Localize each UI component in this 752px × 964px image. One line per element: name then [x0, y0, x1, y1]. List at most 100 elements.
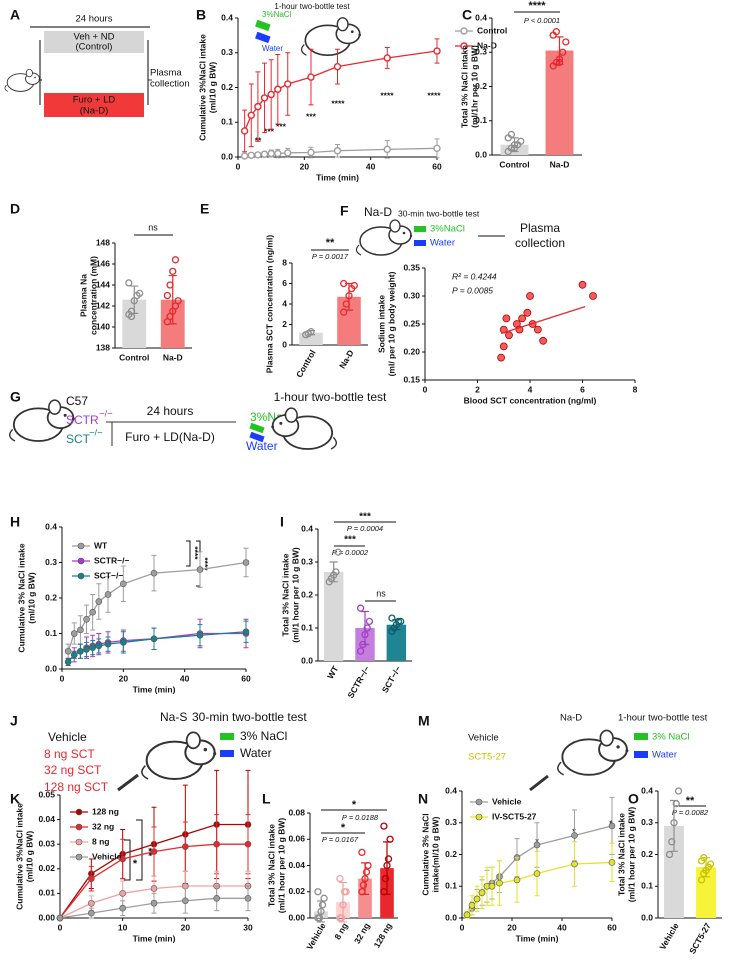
significance: **** [528, 0, 546, 12]
condition: Na-D [364, 205, 392, 219]
data-point [267, 90, 275, 99]
data-point [339, 901, 347, 909]
y-tick-label: 0.2 [301, 589, 313, 599]
x-tick-label: 40 [366, 161, 376, 171]
x-tick-label: Vehicle [657, 921, 680, 952]
x-axis-label: Time (min) [316, 172, 359, 182]
data-point [242, 559, 250, 566]
data-point [672, 800, 680, 808]
data-point [119, 904, 126, 912]
collection-text: Plasma [520, 221, 560, 235]
y-tick-label: 0.15 [403, 374, 420, 384]
bottle [414, 240, 426, 246]
collection-text: collection [515, 236, 565, 250]
y-axis-label: Plasma Na [78, 274, 88, 317]
y-tick-label: 0.2 [221, 82, 233, 92]
data-point [559, 48, 567, 56]
data-point [533, 325, 542, 334]
data-point [608, 859, 616, 866]
data-point [240, 152, 249, 160]
data-point [95, 598, 103, 605]
data-point [350, 281, 358, 290]
y-axis-label: Plasma SCT concentration (ng/ml) [264, 235, 274, 374]
data-point [345, 292, 353, 300]
data-point [383, 54, 391, 62]
data-point [334, 548, 342, 556]
significance: **** [190, 546, 200, 560]
x-tick-label: 20 [507, 922, 517, 932]
bottle-label: Water [652, 750, 677, 761]
legend-label: 32 ng [92, 821, 114, 831]
y-axis-label: (ml/10 g BW) [26, 572, 36, 624]
data-point [88, 909, 95, 917]
y-tick-label: 140 [96, 321, 110, 331]
treatment-box [44, 93, 144, 117]
data-point [244, 895, 252, 902]
x-tick-label: 32 ng [352, 921, 372, 945]
panel-label: O [628, 791, 639, 807]
p-value: P = 0.0082 [672, 808, 709, 817]
data-point [342, 888, 350, 896]
x-tick-label: 0 [423, 384, 428, 394]
data-point [433, 144, 441, 153]
data-point [77, 626, 84, 634]
syringe [117, 773, 139, 792]
y-axis-label: (ml/1 hour per 10 g BW) [276, 818, 286, 914]
y-tick-label: 0.1 [475, 115, 487, 125]
data-point [364, 861, 372, 870]
legend-marker [75, 838, 83, 846]
data-point [182, 897, 189, 905]
y-axis-label: (ml/10 g BW) [207, 62, 217, 114]
data-point [361, 874, 369, 883]
data-point [274, 149, 282, 158]
x-tick-label: Na-D [337, 348, 356, 370]
y-tick-label: 0.35 [403, 262, 420, 272]
data-point [356, 604, 365, 612]
test-name: 1-hour two-bottle test [274, 390, 387, 404]
data-point [697, 876, 706, 884]
y-tick-label: 0.4 [641, 785, 653, 795]
p-value: P = 0.0002 [332, 548, 369, 557]
data-point [64, 647, 72, 655]
series-line [244, 50, 438, 132]
data-point [247, 111, 255, 120]
legend-marker [475, 798, 483, 806]
y-tick-label: 0.0 [301, 655, 313, 665]
y-tick-label: 0.4 [445, 785, 457, 795]
significance: *** [306, 111, 317, 121]
x-tick-label: Na-D [550, 159, 570, 169]
x-tick-label: 20 [300, 161, 310, 171]
data-point [337, 914, 346, 922]
strain: C57 [66, 394, 88, 408]
y-axis-label: (ml/1 hour per 10 g BW) [626, 807, 636, 903]
panel-label: B [196, 7, 206, 23]
data-point [358, 848, 366, 857]
panel-label: H [10, 514, 20, 530]
bracket [124, 819, 143, 881]
bottle [220, 750, 234, 757]
data-point [317, 907, 325, 916]
data-point [163, 291, 172, 300]
duration: 24 hours [76, 14, 113, 25]
y-tick-label: 0.1 [445, 881, 457, 891]
knockout-sup: −/− [99, 409, 113, 420]
y-axis-label: Cumulative 3% NaCl intake [16, 543, 26, 652]
y-tick-label: 0.4 [45, 521, 57, 531]
bar [664, 825, 684, 918]
y-tick-label: 0.00 [38, 912, 55, 922]
data-point [363, 624, 371, 632]
y-tick-label: 0.30 [403, 290, 420, 300]
x-tick-label: SCTR−/− [345, 664, 371, 700]
x-tick-label: 60 [241, 673, 251, 683]
panel-label: L [262, 791, 271, 807]
legend-marker [77, 557, 85, 565]
panel-label: M [418, 713, 430, 729]
y-axis-label: Total 3% NaCl intake [266, 824, 276, 907]
y-tick-label: 0.4 [301, 523, 313, 533]
data-point [433, 47, 441, 55]
y-axis-label: concentration (mM) [88, 256, 98, 335]
data-point [307, 73, 315, 81]
x-tick-label: 60 [432, 161, 442, 171]
data-point [77, 647, 84, 655]
y-tick-label: 0.3 [445, 817, 457, 827]
